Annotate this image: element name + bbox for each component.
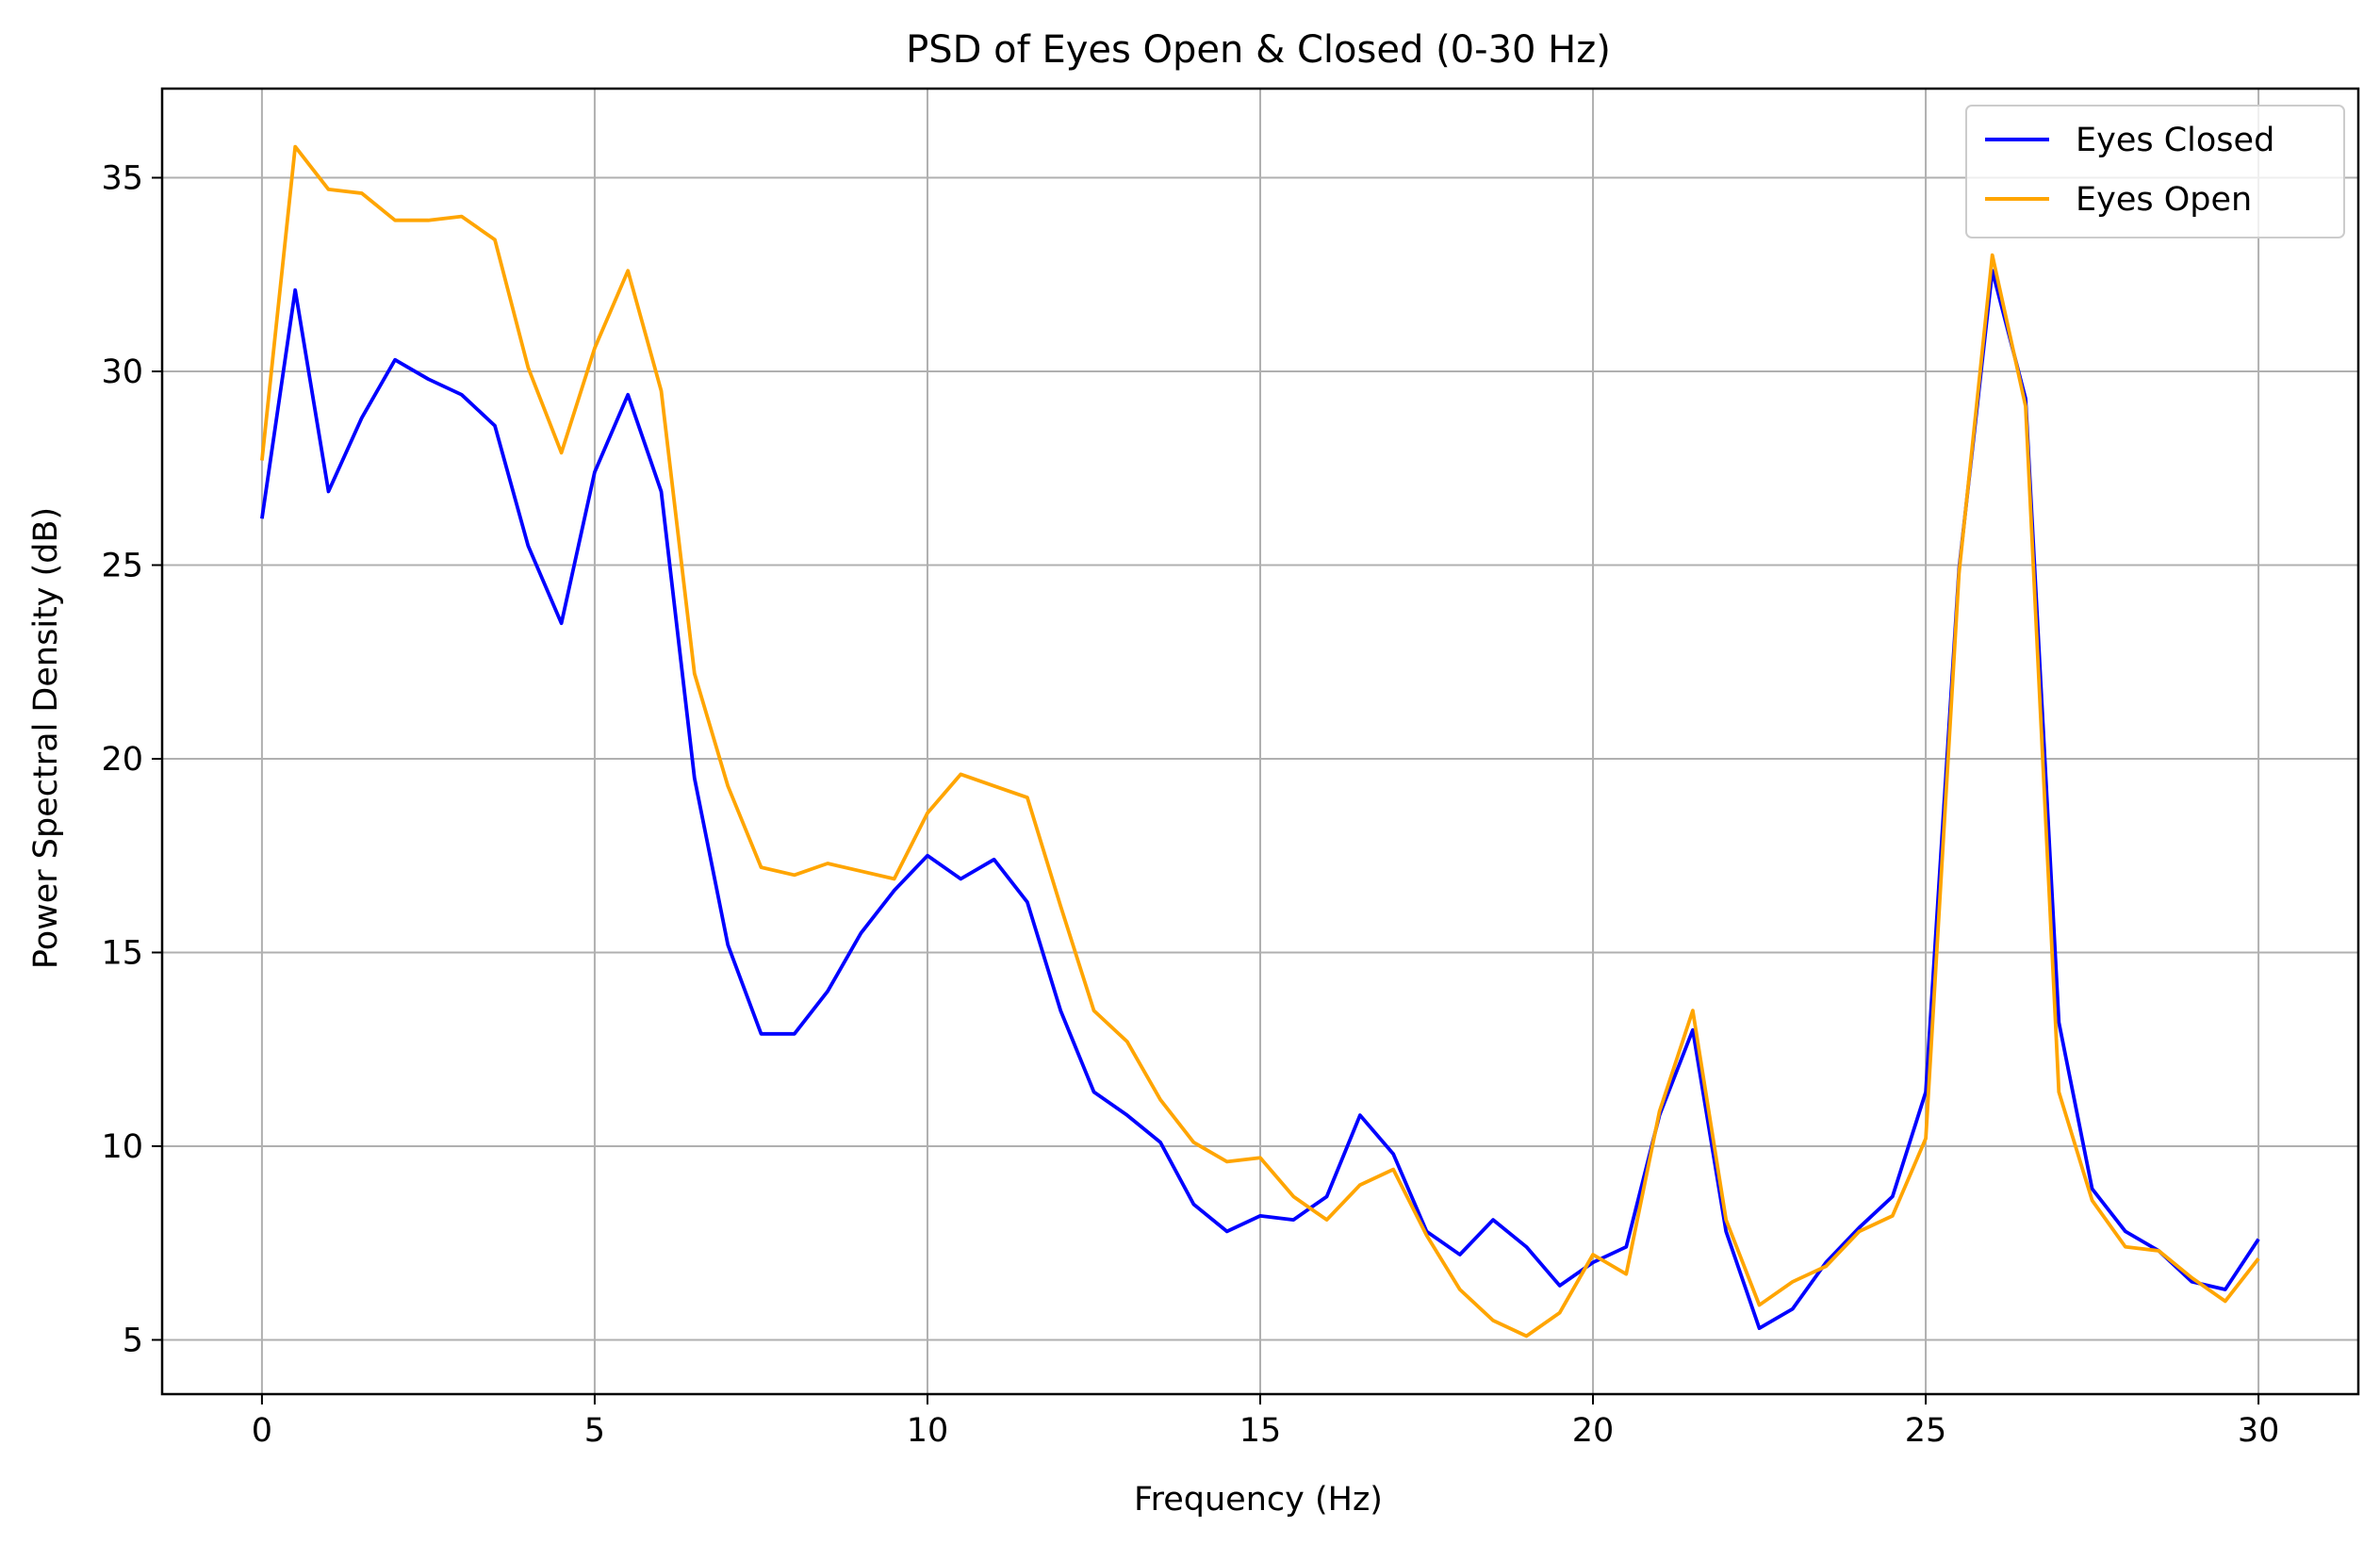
series-line-eyes-closed	[260, 269, 2260, 1330]
chart-title: PSD of Eyes Open & Closed (0-30 Hz)	[906, 28, 1611, 72]
x-tick-label: 20	[1572, 1412, 1615, 1450]
y-tick-label: 10	[101, 1128, 143, 1166]
y-axis-label: Power Spectral Density (dB)	[27, 507, 65, 969]
series-lines	[260, 144, 2260, 1339]
y-tick-label: 30	[101, 353, 143, 391]
y-tick-label: 15	[101, 934, 143, 972]
x-axis-label: Frequency (Hz)	[1134, 1481, 1383, 1519]
series-line-eyes-open	[260, 144, 2260, 1339]
y-tick-label: 35	[101, 160, 143, 198]
x-tick-label: 25	[1905, 1412, 1947, 1450]
grid-lines	[162, 89, 2358, 1394]
legend-label: Eyes Open	[2076, 181, 2252, 219]
x-tick-label: 15	[1239, 1412, 1282, 1450]
legend-box	[1965, 105, 2345, 238]
y-tick-label: 5	[123, 1322, 143, 1359]
x-tick-label: 30	[2238, 1412, 2280, 1450]
x-tick-label: 10	[907, 1412, 949, 1450]
x-tick-label: 5	[584, 1412, 605, 1450]
axis-ticks: 0 5 10 15 20 25 30 5 10 15 20 25 30 35	[101, 160, 2279, 1450]
x-tick-label: 0	[252, 1412, 272, 1450]
y-tick-label: 25	[101, 548, 143, 585]
y-tick-label: 20	[101, 741, 143, 779]
legend: Eyes Closed Eyes Open	[1965, 105, 2345, 238]
legend-label: Eyes Closed	[2076, 122, 2274, 159]
